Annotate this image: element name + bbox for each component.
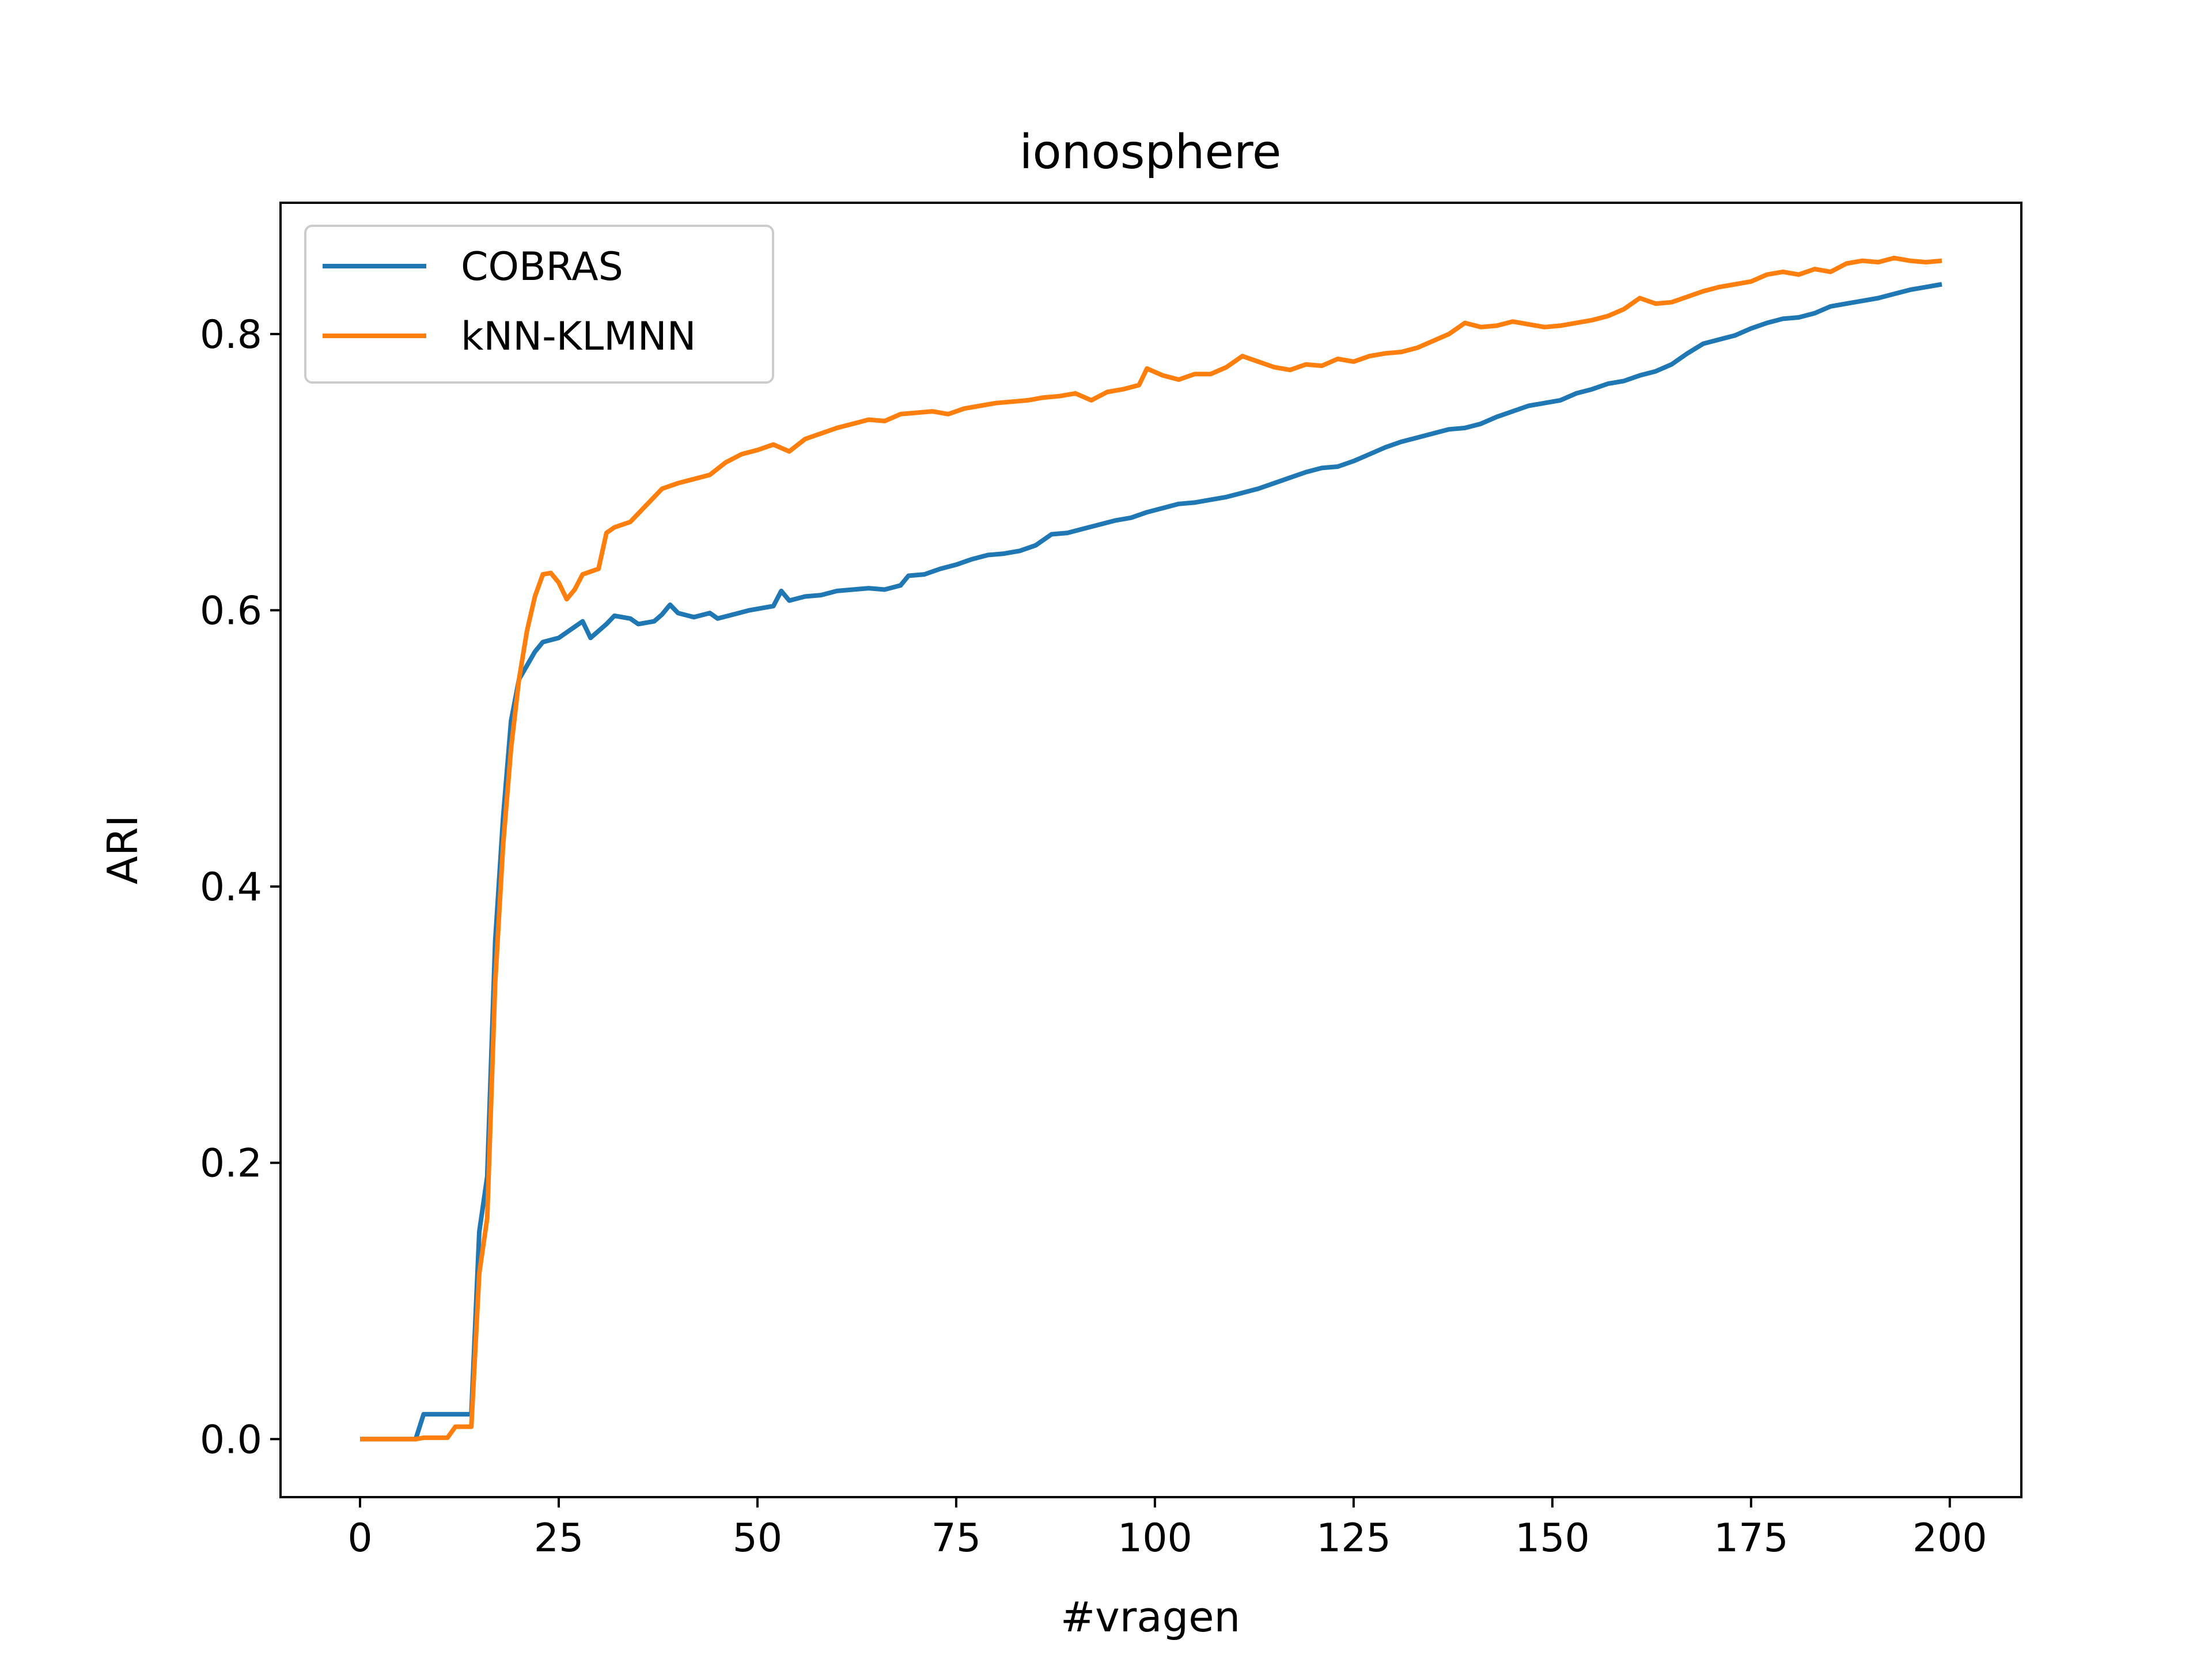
legend: COBRAS kNN-KLMNN	[304, 225, 774, 384]
y-tick-label: 0.8	[200, 312, 262, 358]
y-tick-label: 0.2	[200, 1141, 262, 1187]
x-axis: 0 25 50 75 100 125 150 175 200	[347, 1497, 1987, 1561]
x-tick-label: 200	[1912, 1516, 1987, 1561]
x-tick-label: 50	[733, 1516, 783, 1561]
y-tick-label: 0.0	[200, 1417, 262, 1463]
x-tick-label: 150	[1515, 1516, 1590, 1561]
x-tick-label: 75	[931, 1516, 982, 1561]
series-line-knn-klmnn	[360, 255, 1942, 1442]
x-tick-label: 25	[534, 1516, 584, 1561]
chart-title: ionosphere	[1020, 125, 1282, 180]
legend-label-cobras: COBRAS	[461, 244, 623, 290]
x-axis-label: #vragen	[1060, 1593, 1240, 1641]
legend-label-knn-klmnn: kNN-KLMNN	[461, 314, 696, 359]
x-tick-label: 175	[1714, 1516, 1789, 1561]
plot-frame	[279, 202, 2022, 1498]
y-axis: 0.0 0.2 0.4 0.6 0.8	[200, 312, 281, 1463]
series-layer	[360, 255, 1942, 1442]
x-tick-label: 100	[1118, 1516, 1192, 1561]
y-tick-label: 0.4	[200, 865, 262, 910]
x-tick-label: 0	[347, 1516, 372, 1561]
series-line-cobras	[360, 282, 1942, 1442]
y-tick-label: 0.6	[200, 588, 262, 634]
y-axis-label: ARI	[99, 815, 147, 885]
x-tick-label: 125	[1316, 1516, 1391, 1561]
